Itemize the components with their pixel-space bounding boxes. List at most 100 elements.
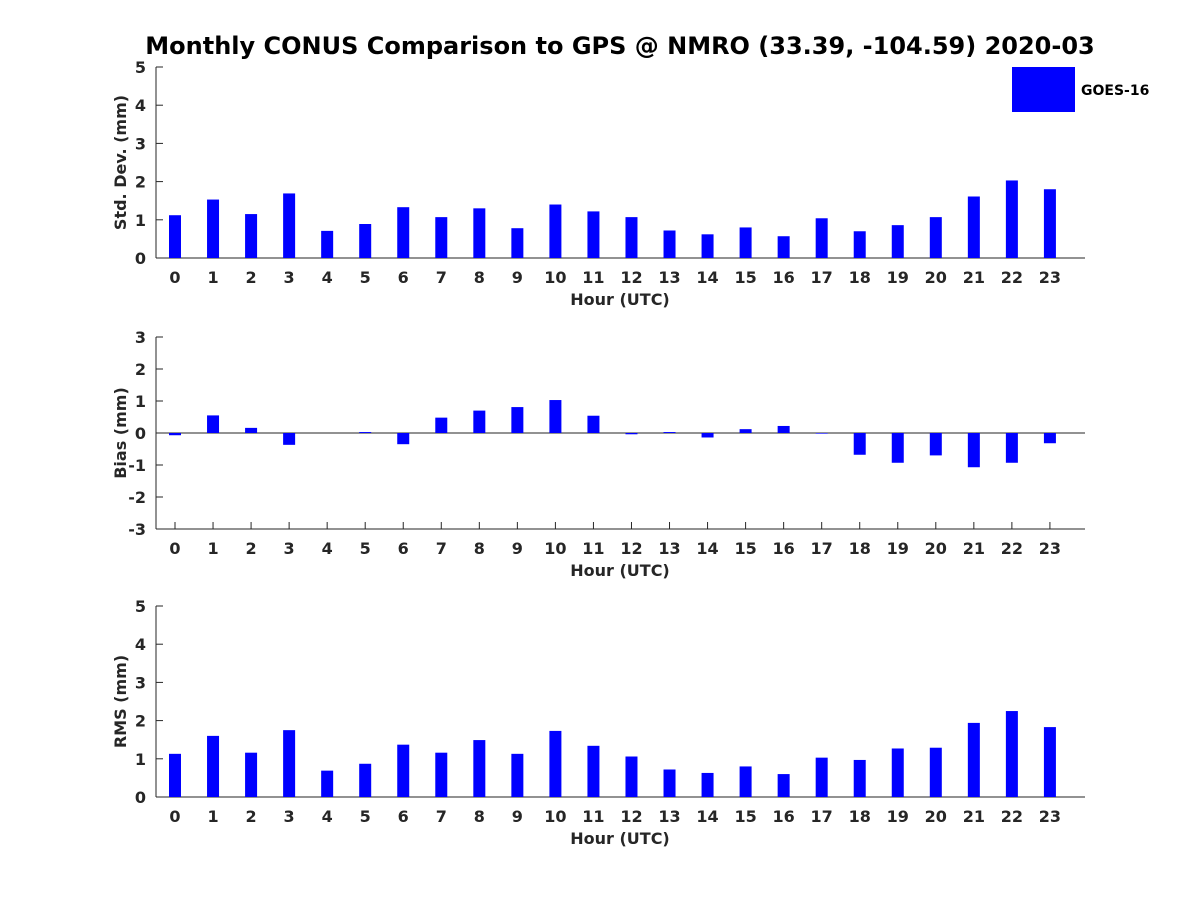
rms-x-tick-label: 4 [322,807,333,826]
std-dev-x-tick-label: 16 [773,268,795,287]
bias-bar-hour-6 [397,433,410,445]
std-dev-x-tick-label: 17 [811,268,833,287]
bias-bar-hour-19 [891,433,904,463]
rms-bar-hour-4 [321,770,334,797]
rms-bar-hour-22 [1005,711,1018,797]
std-dev-x-tick-label: 0 [169,268,180,287]
bias-y-tick-label: -3 [128,520,146,539]
std-dev-x-tick-label: 13 [658,268,680,287]
bias-y-tick-label: 2 [135,360,146,379]
rms-y-tick-label: 2 [135,712,146,731]
rms-bar-hour-23 [1043,727,1056,797]
bias-bar-hour-13 [663,432,676,433]
chart-title: Monthly CONUS Comparison to GPS @ NMRO (… [145,32,1094,60]
rms-bar-hour-18 [853,759,866,797]
rms-bar-hour-11 [587,745,600,797]
bias-x-tick-label: 10 [544,539,566,558]
bias-bar-hour-1 [207,415,220,433]
std-dev-bar-hour-2 [245,214,258,258]
bias-bar-hour-0 [169,433,181,436]
std-dev-x-tick-label: 11 [582,268,604,287]
bias-bar-hour-8 [473,410,486,433]
bias-bar-hour-20 [929,433,942,456]
std-dev-bar-hour-1 [207,199,220,258]
rms-x-tick-label: 0 [169,807,180,826]
bias-bar-hour-15 [739,429,752,433]
rms-bar-hour-2 [245,752,258,797]
bias-bar-hour-16 [777,425,790,433]
rms-x-tick-label: 13 [658,807,680,826]
rms-y-tick-label: 3 [135,673,146,692]
std-dev-x-tick-label: 4 [322,268,333,287]
rms-bar-hour-20 [929,747,942,797]
rms-bar-hour-16 [777,774,790,797]
bias-bar-hour-18 [853,433,866,455]
rms-bar-hour-10 [549,730,562,797]
bias-x-tick-label: 3 [284,539,295,558]
std-dev-x-tick-label: 3 [284,268,295,287]
bias-x-tick-label: 0 [169,539,180,558]
std-dev-bar-hour-13 [663,230,676,258]
rms-y-tick-label: 1 [135,750,146,769]
rms-bar-hour-1 [207,735,220,797]
bias-y-tick-label: 0 [135,424,146,443]
std-dev-bar-hour-5 [359,224,372,258]
bias-y-tick-label: -2 [128,488,146,507]
std-dev-x-tick-label: 6 [398,268,409,287]
std-dev-x-tick-label: 9 [512,268,523,287]
rms-x-tick-label: 2 [246,807,257,826]
bias-bar-hour-14 [701,433,714,438]
bias-x-tick-label: 14 [696,539,718,558]
std-dev-bar-hour-22 [1005,180,1018,258]
bias-x-tick-label: 2 [246,539,257,558]
std-dev-bar-hour-8 [473,208,486,258]
std-dev-bar-hour-3 [283,193,296,258]
std-dev-bar-hour-7 [435,217,448,258]
std-dev-x-tick-label: 12 [620,268,642,287]
rms-x-tick-label: 15 [734,807,756,826]
std-dev-y-tick-label: 3 [135,134,146,153]
bias-y-tick-label: -1 [128,456,146,475]
bias-bar-hour-10 [549,400,562,433]
std-dev-x-tick-label: 10 [544,268,566,287]
rms-bar-hour-9 [511,753,524,797]
rms-x-tick-label: 23 [1039,807,1061,826]
std-dev-bar-hour-15 [739,227,752,258]
std-dev-y-tick-label: 4 [135,96,146,115]
bias-x-axis-label: Hour (UTC) [570,561,670,580]
std-dev-bar-hour-21 [967,196,980,258]
std-dev-x-tick-label: 5 [360,268,371,287]
bias-x-tick-label: 18 [849,539,871,558]
bias-y-tick-label: 3 [135,328,146,347]
rms-x-tick-label: 16 [773,807,795,826]
rms-y-tick-label: 5 [135,597,146,616]
rms-x-tick-label: 19 [887,807,909,826]
std-dev-bar-hour-4 [321,230,334,258]
rms-bar-hour-14 [701,772,714,797]
std-dev-bar-hour-14 [701,234,714,258]
std-dev-x-tick-label: 14 [696,268,718,287]
rms-x-tick-label: 12 [620,807,642,826]
std-dev-x-tick-label: 19 [887,268,909,287]
rms-bar-hour-3 [283,730,296,797]
bias-bar-hour-2 [245,427,258,433]
std-dev-bar-hour-6 [397,207,410,258]
bias-x-tick-label: 13 [658,539,680,558]
std-dev-x-tick-label: 15 [734,268,756,287]
rms-x-tick-label: 7 [436,807,447,826]
rms-bar-hour-13 [663,769,676,797]
std-dev-y-tick-label: 1 [135,211,146,230]
std-dev-x-tick-label: 2 [246,268,257,287]
rms-x-tick-label: 21 [963,807,985,826]
std-dev-y-tick-label: 5 [135,58,146,77]
legend-swatch-goes-16 [1012,67,1075,112]
std-dev-bar-hour-23 [1043,189,1056,258]
std-dev-bar-hour-10 [549,204,562,258]
rms-y-axis-label: RMS (mm) [111,655,130,748]
bias-x-tick-label: 22 [1001,539,1023,558]
